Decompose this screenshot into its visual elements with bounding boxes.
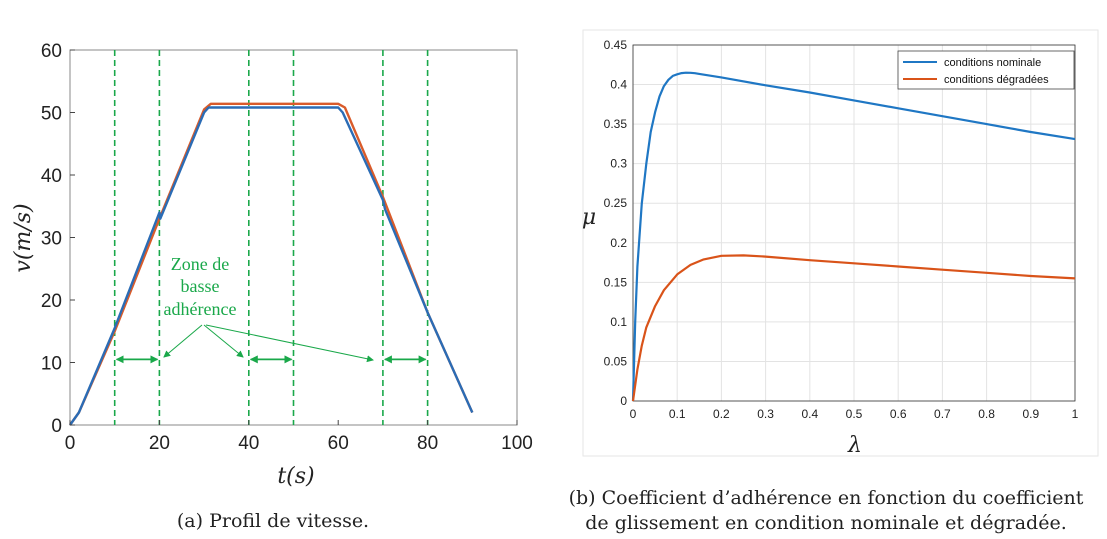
- series-line-0: [631, 71, 1076, 402]
- series-line-1: [69, 102, 474, 426]
- annotation-line-2: basse: [181, 276, 220, 296]
- x-tick-label-4: 0.4: [801, 407, 818, 421]
- x-tick-label-7: 0.7: [934, 407, 951, 421]
- x-tick-label-6: 0.6: [890, 407, 907, 421]
- chart-speed-profile: 0 20 40 60 80 100 0 10 20 30 40 50 60 t(s) v(m/s) Zo…: [11, 41, 533, 532]
- x-tick-label-10: 1: [1072, 407, 1079, 421]
- axes-box: [632, 44, 1076, 402]
- y-tick-label-5: 0.25: [604, 196, 628, 210]
- y-tick-label-4: 40: [41, 166, 62, 187]
- y-tick-label-6: 60: [41, 41, 62, 62]
- y-tick-label-7: 0.35: [604, 117, 628, 131]
- x-tick-label-5: 100: [501, 433, 533, 454]
- legend-label-nominal: conditions nominale: [944, 57, 1041, 69]
- annotation-line-1: Zone de: [171, 254, 229, 274]
- caption-a: (a) Profil de vitesse.: [177, 510, 369, 532]
- x-tick-label-0: 0: [630, 407, 637, 421]
- x-tick-label-3: 0.3: [757, 407, 774, 421]
- y-tick-label-3: 30: [41, 229, 62, 250]
- y-tick-label-9: 0.45: [604, 38, 628, 52]
- x-tick-label-5: 0.5: [846, 407, 863, 421]
- y-tick-label-2: 20: [41, 291, 62, 312]
- y-tick-label-3: 0.15: [604, 275, 628, 289]
- x-tick-label-4: 80: [417, 433, 438, 454]
- x-tick-label-2: 0.2: [713, 407, 730, 421]
- x-tick-label-8: 0.8: [978, 407, 995, 421]
- x-tick-label-1: 20: [149, 433, 170, 454]
- y-tick-label-6: 0.3: [610, 157, 627, 171]
- caption-b-line-1: (b) Coefficient d’adhérence en fonction …: [569, 487, 1084, 509]
- caption-b-line-2: de glissement en condition nominale et d…: [585, 512, 1066, 534]
- zone-annotation: Zone de basse adhérence: [163, 254, 374, 363]
- y-axis-label: v(m/s): [11, 203, 36, 272]
- y-tick-label-8: 0.4: [610, 78, 627, 92]
- chart-adhesion-coefficient: 0 0.1 0.2 0.3 0.4 0.5 0.6 0.7 0.8 0.9 1 0 0.05 0.1 0.1…: [569, 29, 1099, 534]
- y-tick-label-2: 0.1: [610, 315, 627, 329]
- y-tick-label-4: 0.2: [610, 236, 627, 250]
- x-tick-label-0: 0: [65, 433, 76, 454]
- annotation-pointer-1: [163, 324, 203, 358]
- y-tick-label-1: 10: [41, 354, 62, 375]
- x-tick-label-9: 0.9: [1022, 407, 1039, 421]
- annotation-pointer-3: [205, 324, 374, 363]
- annotation-pointer-2: [203, 324, 244, 358]
- plot-frame: [69, 49, 518, 426]
- y-tick-label-0: 0: [620, 394, 627, 408]
- legend-box: [897, 50, 1075, 90]
- legend: conditions nominale conditions dégradées: [897, 50, 1075, 90]
- x-tick-label-1: 0.1: [669, 407, 686, 421]
- y-tick-label-1: 0.05: [604, 354, 628, 368]
- x-axis-label: t(s): [277, 464, 314, 489]
- series-line-1: [631, 254, 1076, 402]
- y-tick-label-5: 50: [41, 104, 62, 125]
- y-axis-label: μ: [582, 205, 596, 230]
- y-tick-label-0: 0: [51, 416, 62, 437]
- series-line-0: [69, 106, 474, 426]
- x-axis-label: λ: [847, 433, 862, 458]
- annotation-line-3: adhérence: [164, 299, 237, 319]
- x-tick-label-3: 60: [328, 433, 349, 454]
- x-tick-label-2: 40: [238, 433, 259, 454]
- legend-label-degraded: conditions dégradées: [944, 74, 1049, 86]
